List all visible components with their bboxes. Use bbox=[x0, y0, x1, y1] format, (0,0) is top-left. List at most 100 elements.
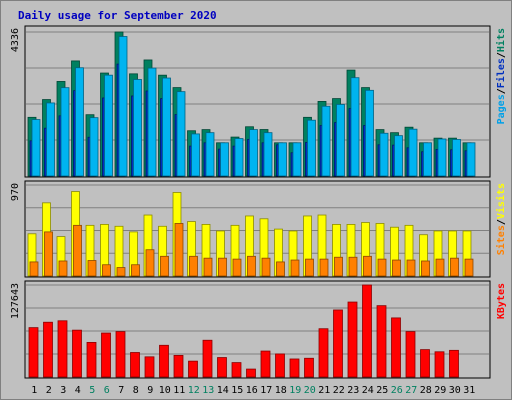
x-tick-label: 18 bbox=[275, 385, 287, 396]
x-tick-label: 20 bbox=[304, 385, 316, 396]
legend-visits: Visits bbox=[495, 183, 507, 219]
bar-pages-day-6 bbox=[104, 74, 113, 177]
side-legend-bot: KBytes bbox=[496, 283, 507, 319]
x-tick-label: 10 bbox=[159, 385, 171, 396]
panel-mid: 970 Sites/Visits bbox=[10, 180, 507, 278]
bar-pages-day-25 bbox=[379, 132, 389, 177]
x-tick-label: 4 bbox=[75, 385, 81, 396]
bar-pages-day-22 bbox=[336, 104, 345, 177]
bar-pages-day-29 bbox=[437, 138, 447, 177]
bar-sites-day-22 bbox=[334, 256, 343, 277]
bar-sites-day-9 bbox=[145, 249, 155, 277]
x-tick-label: 13 bbox=[202, 385, 214, 396]
x-tick-label: 14 bbox=[217, 385, 229, 396]
bar-kbytes-day-10 bbox=[159, 344, 169, 378]
x-tick-label: 27 bbox=[405, 385, 417, 396]
legend-separator: / bbox=[496, 219, 507, 225]
y-max-label-bot: 127643 bbox=[10, 283, 21, 319]
chart-title: Daily usage for September 2020 bbox=[18, 9, 217, 22]
bar-sites-day-3 bbox=[58, 260, 68, 277]
bar-sites-day-2 bbox=[44, 231, 53, 277]
bar-pages-day-17 bbox=[263, 132, 273, 177]
bar-pages-day-15 bbox=[234, 138, 244, 177]
x-tick-label: 8 bbox=[133, 385, 139, 396]
bar-kbytes-day-4 bbox=[72, 329, 82, 378]
x-tick-label: 29 bbox=[434, 385, 446, 396]
x-tick-label: 16 bbox=[246, 385, 258, 396]
x-tick-label: 9 bbox=[147, 385, 153, 396]
bar-sites-day-10 bbox=[160, 255, 169, 277]
bar-pages-day-1 bbox=[31, 119, 41, 177]
bar-kbytes-day-24 bbox=[362, 284, 372, 378]
bar-pages-day-10 bbox=[162, 77, 171, 177]
bar-pages-day-28 bbox=[423, 142, 432, 177]
bar-sites-day-1 bbox=[29, 261, 39, 277]
bar-sites-day-26 bbox=[392, 259, 401, 277]
bar-pages-day-19 bbox=[292, 142, 302, 177]
bar-pages-day-30 bbox=[452, 139, 461, 177]
bar-pages-day-23 bbox=[350, 77, 360, 177]
bar-sites-day-6 bbox=[102, 264, 111, 277]
x-tick-label: 2 bbox=[46, 385, 52, 396]
bar-kbytes-day-16 bbox=[246, 368, 256, 378]
bar-kbytes-day-5 bbox=[86, 342, 97, 378]
legend-kbytes: KBytes bbox=[496, 283, 507, 319]
bar-kbytes-day-9 bbox=[144, 356, 155, 378]
bar-kbytes-day-18 bbox=[275, 353, 285, 378]
bar-pages-day-13 bbox=[205, 132, 215, 177]
x-tick-label: 24 bbox=[362, 385, 374, 396]
bar-pages-day-20 bbox=[307, 119, 316, 177]
x-tick-label: 30 bbox=[449, 385, 461, 396]
side-legend-top: Pages/Files/Hits bbox=[495, 28, 507, 124]
bar-pages-day-31 bbox=[466, 142, 476, 177]
bar-kbytes-day-28 bbox=[420, 349, 430, 378]
bar-sites-day-14 bbox=[218, 257, 227, 277]
bar-kbytes-day-25 bbox=[376, 305, 387, 378]
bar-sites-day-23 bbox=[348, 256, 358, 277]
x-tick-label: 7 bbox=[118, 385, 124, 396]
bar-kbytes-day-22 bbox=[333, 309, 343, 378]
bar-sites-day-13 bbox=[203, 257, 213, 277]
x-tick-label: 5 bbox=[89, 385, 95, 396]
x-axis-labels: 1 2 3 4 5 6 7 8 9 10 11 12 13 14 15 16 17 18 19 20 21 22 23 24 2… bbox=[31, 385, 475, 396]
bar-pages-day-12 bbox=[191, 133, 200, 177]
bar-sites-day-4 bbox=[73, 224, 82, 277]
bar-pages-day-2 bbox=[46, 102, 55, 177]
bar-pages-day-26 bbox=[394, 135, 403, 177]
bar-kbytes-day-15 bbox=[231, 362, 242, 378]
bar-sites-day-5 bbox=[87, 260, 97, 277]
bar-sites-day-31 bbox=[464, 258, 474, 277]
bar-sites-day-16 bbox=[247, 255, 256, 277]
bar-kbytes-day-11 bbox=[173, 354, 184, 378]
bar-sites-day-17 bbox=[261, 257, 271, 277]
legend-separator: / bbox=[496, 88, 507, 94]
bar-sites-day-19 bbox=[290, 259, 300, 277]
x-tick-label: 28 bbox=[420, 385, 432, 396]
bar-sites-day-21 bbox=[319, 258, 329, 277]
bar-kbytes-day-1 bbox=[28, 327, 39, 378]
bar-pages-day-16 bbox=[249, 129, 258, 177]
x-tick-label: 19 bbox=[289, 385, 301, 396]
bar-pages-day-18 bbox=[278, 142, 287, 177]
bar-sites-day-12 bbox=[189, 255, 198, 277]
bar-kbytes-day-29 bbox=[434, 351, 445, 378]
bar-kbytes-day-30 bbox=[449, 349, 459, 378]
bar-pages-day-5 bbox=[89, 117, 99, 177]
bar-pages-day-21 bbox=[321, 105, 331, 177]
bar-pages-day-14 bbox=[220, 142, 229, 177]
bar-sites-day-28 bbox=[421, 260, 430, 277]
bar-kbytes-day-3 bbox=[57, 320, 68, 378]
x-tick-label: 31 bbox=[463, 385, 475, 396]
bar-sites-day-24 bbox=[363, 255, 372, 277]
bar-sites-day-30 bbox=[450, 257, 459, 277]
x-tick-label: 22 bbox=[333, 385, 345, 396]
x-tick-label: 1 bbox=[31, 385, 37, 396]
bar-pages-day-27 bbox=[408, 128, 418, 177]
legend-sites: Sites bbox=[495, 225, 507, 255]
x-tick-label: 12 bbox=[188, 385, 200, 396]
bar-kbytes-day-7 bbox=[115, 331, 126, 378]
bar-sites-day-11 bbox=[174, 223, 184, 277]
bar-kbytes-day-14 bbox=[217, 357, 227, 378]
bar-pages-day-8 bbox=[133, 79, 142, 177]
bar-pages-day-4 bbox=[75, 67, 84, 177]
